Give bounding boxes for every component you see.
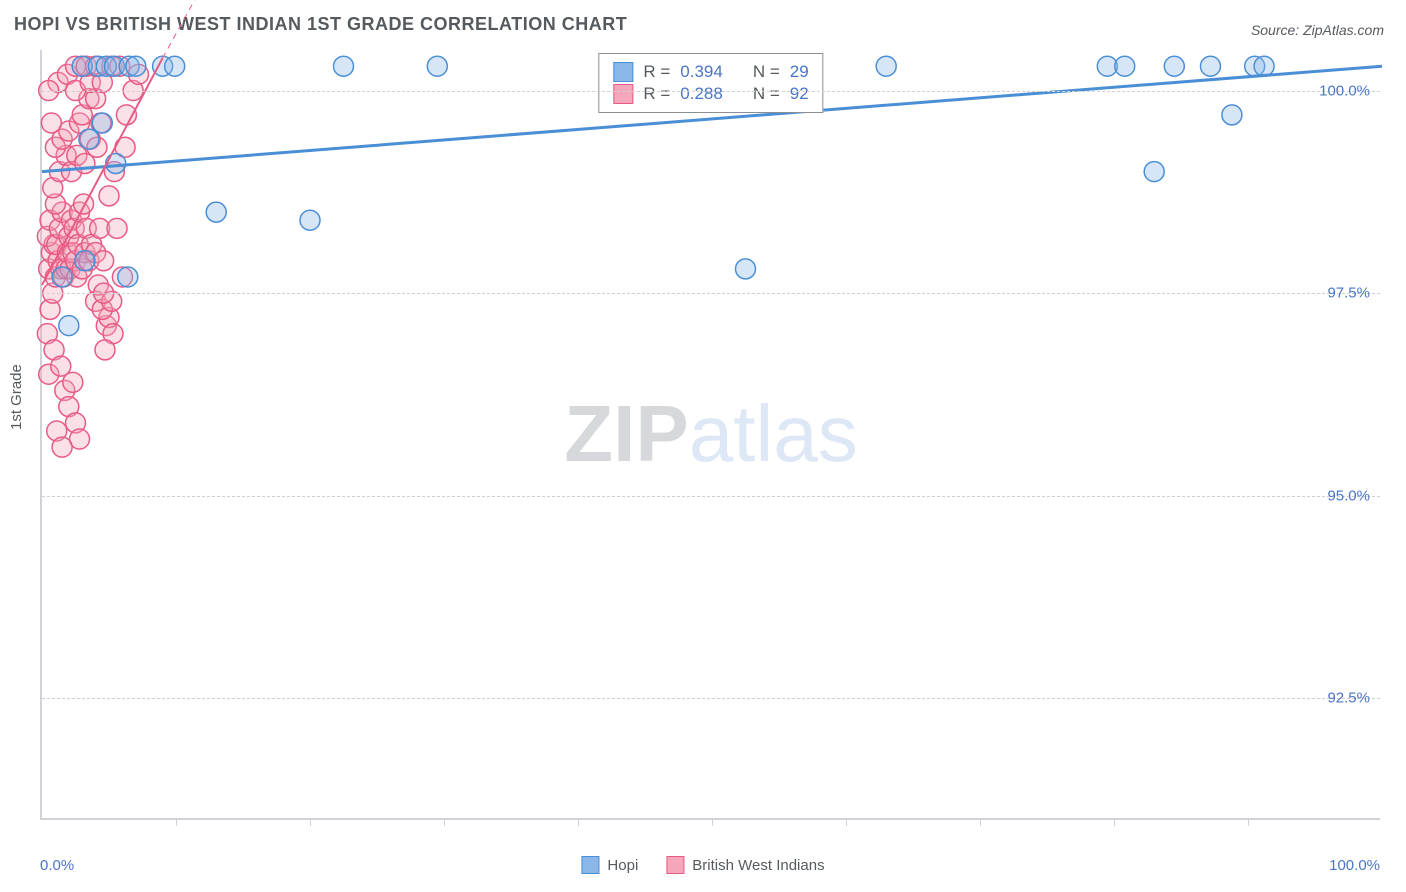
data-point <box>1115 56 1135 76</box>
chart-container: HOPI VS BRITISH WEST INDIAN 1ST GRADE CO… <box>0 0 1406 892</box>
stats-r-hopi: 0.394 <box>680 62 723 82</box>
stats-box: R = 0.394 N = 29 R = 0.288 N = 92 <box>598 53 823 113</box>
plot-area: ZIPatlas R = 0.394 N = 29 R = 0.288 N = … <box>40 50 1380 820</box>
xtick <box>1248 818 1249 826</box>
stats-n-bwi: 92 <box>790 84 809 104</box>
chart-title: HOPI VS BRITISH WEST INDIAN 1ST GRADE CO… <box>14 14 627 35</box>
legend-swatch-bwi <box>666 856 684 874</box>
data-point <box>1144 162 1164 182</box>
data-point <box>427 56 447 76</box>
data-point <box>63 372 83 392</box>
legend-swatch-hopi <box>581 856 599 874</box>
data-point <box>92 113 112 133</box>
plot-svg <box>42 50 1380 818</box>
stats-n-hopi: 29 <box>790 62 809 82</box>
data-point <box>75 251 95 271</box>
ytick-label: 92.5% <box>1327 690 1370 707</box>
data-point <box>95 340 115 360</box>
data-point <box>74 194 94 214</box>
data-point <box>99 186 119 206</box>
data-point <box>107 218 127 238</box>
stats-row-hopi: R = 0.394 N = 29 <box>613 62 808 82</box>
data-point <box>126 56 146 76</box>
data-point <box>1222 105 1242 125</box>
y-axis-label: 1st Grade <box>8 364 25 430</box>
xtick <box>444 818 445 826</box>
ytick-label: 95.0% <box>1327 487 1370 504</box>
xtick <box>578 818 579 826</box>
stats-swatch-bwi <box>613 84 633 104</box>
gridline <box>42 698 1380 699</box>
data-point <box>118 267 138 287</box>
data-point <box>1254 56 1274 76</box>
stats-r-label: R = <box>643 62 670 82</box>
x-axis-label-right: 100.0% <box>1329 857 1380 874</box>
gridline <box>42 293 1380 294</box>
ytick-label: 97.5% <box>1327 285 1370 302</box>
stats-row-bwi: R = 0.288 N = 92 <box>613 84 808 104</box>
data-point <box>59 316 79 336</box>
xtick <box>310 818 311 826</box>
xtick <box>176 818 177 826</box>
stats-n-label: N = <box>753 62 780 82</box>
data-point <box>165 56 185 76</box>
xtick <box>980 818 981 826</box>
stats-r-bwi: 0.288 <box>680 84 723 104</box>
data-point <box>334 56 354 76</box>
xtick <box>1114 818 1115 826</box>
gridline <box>42 496 1380 497</box>
source-label: Source: ZipAtlas.com <box>1251 22 1384 38</box>
data-point <box>206 202 226 222</box>
data-point <box>876 56 896 76</box>
data-point <box>1164 56 1184 76</box>
data-point <box>79 129 99 149</box>
data-point <box>94 251 114 271</box>
gridline <box>42 91 1380 92</box>
stats-n-label2: N = <box>753 84 780 104</box>
data-point <box>106 153 126 173</box>
data-point <box>52 437 72 457</box>
data-point <box>41 113 61 133</box>
xtick <box>712 818 713 826</box>
bottom-legend: Hopi British West Indians <box>581 856 824 874</box>
x-axis-label-left: 0.0% <box>40 857 74 874</box>
ytick-label: 100.0% <box>1319 82 1370 99</box>
legend-item-hopi: Hopi <box>581 856 638 874</box>
legend-label-bwi: British West Indians <box>692 857 824 874</box>
data-point <box>300 210 320 230</box>
xtick <box>846 818 847 826</box>
data-point <box>52 267 72 287</box>
data-point <box>1200 56 1220 76</box>
stats-swatch-hopi <box>613 62 633 82</box>
legend-item-bwi: British West Indians <box>666 856 824 874</box>
data-point <box>736 259 756 279</box>
legend-label-hopi: Hopi <box>607 857 638 874</box>
stats-r-label2: R = <box>643 84 670 104</box>
